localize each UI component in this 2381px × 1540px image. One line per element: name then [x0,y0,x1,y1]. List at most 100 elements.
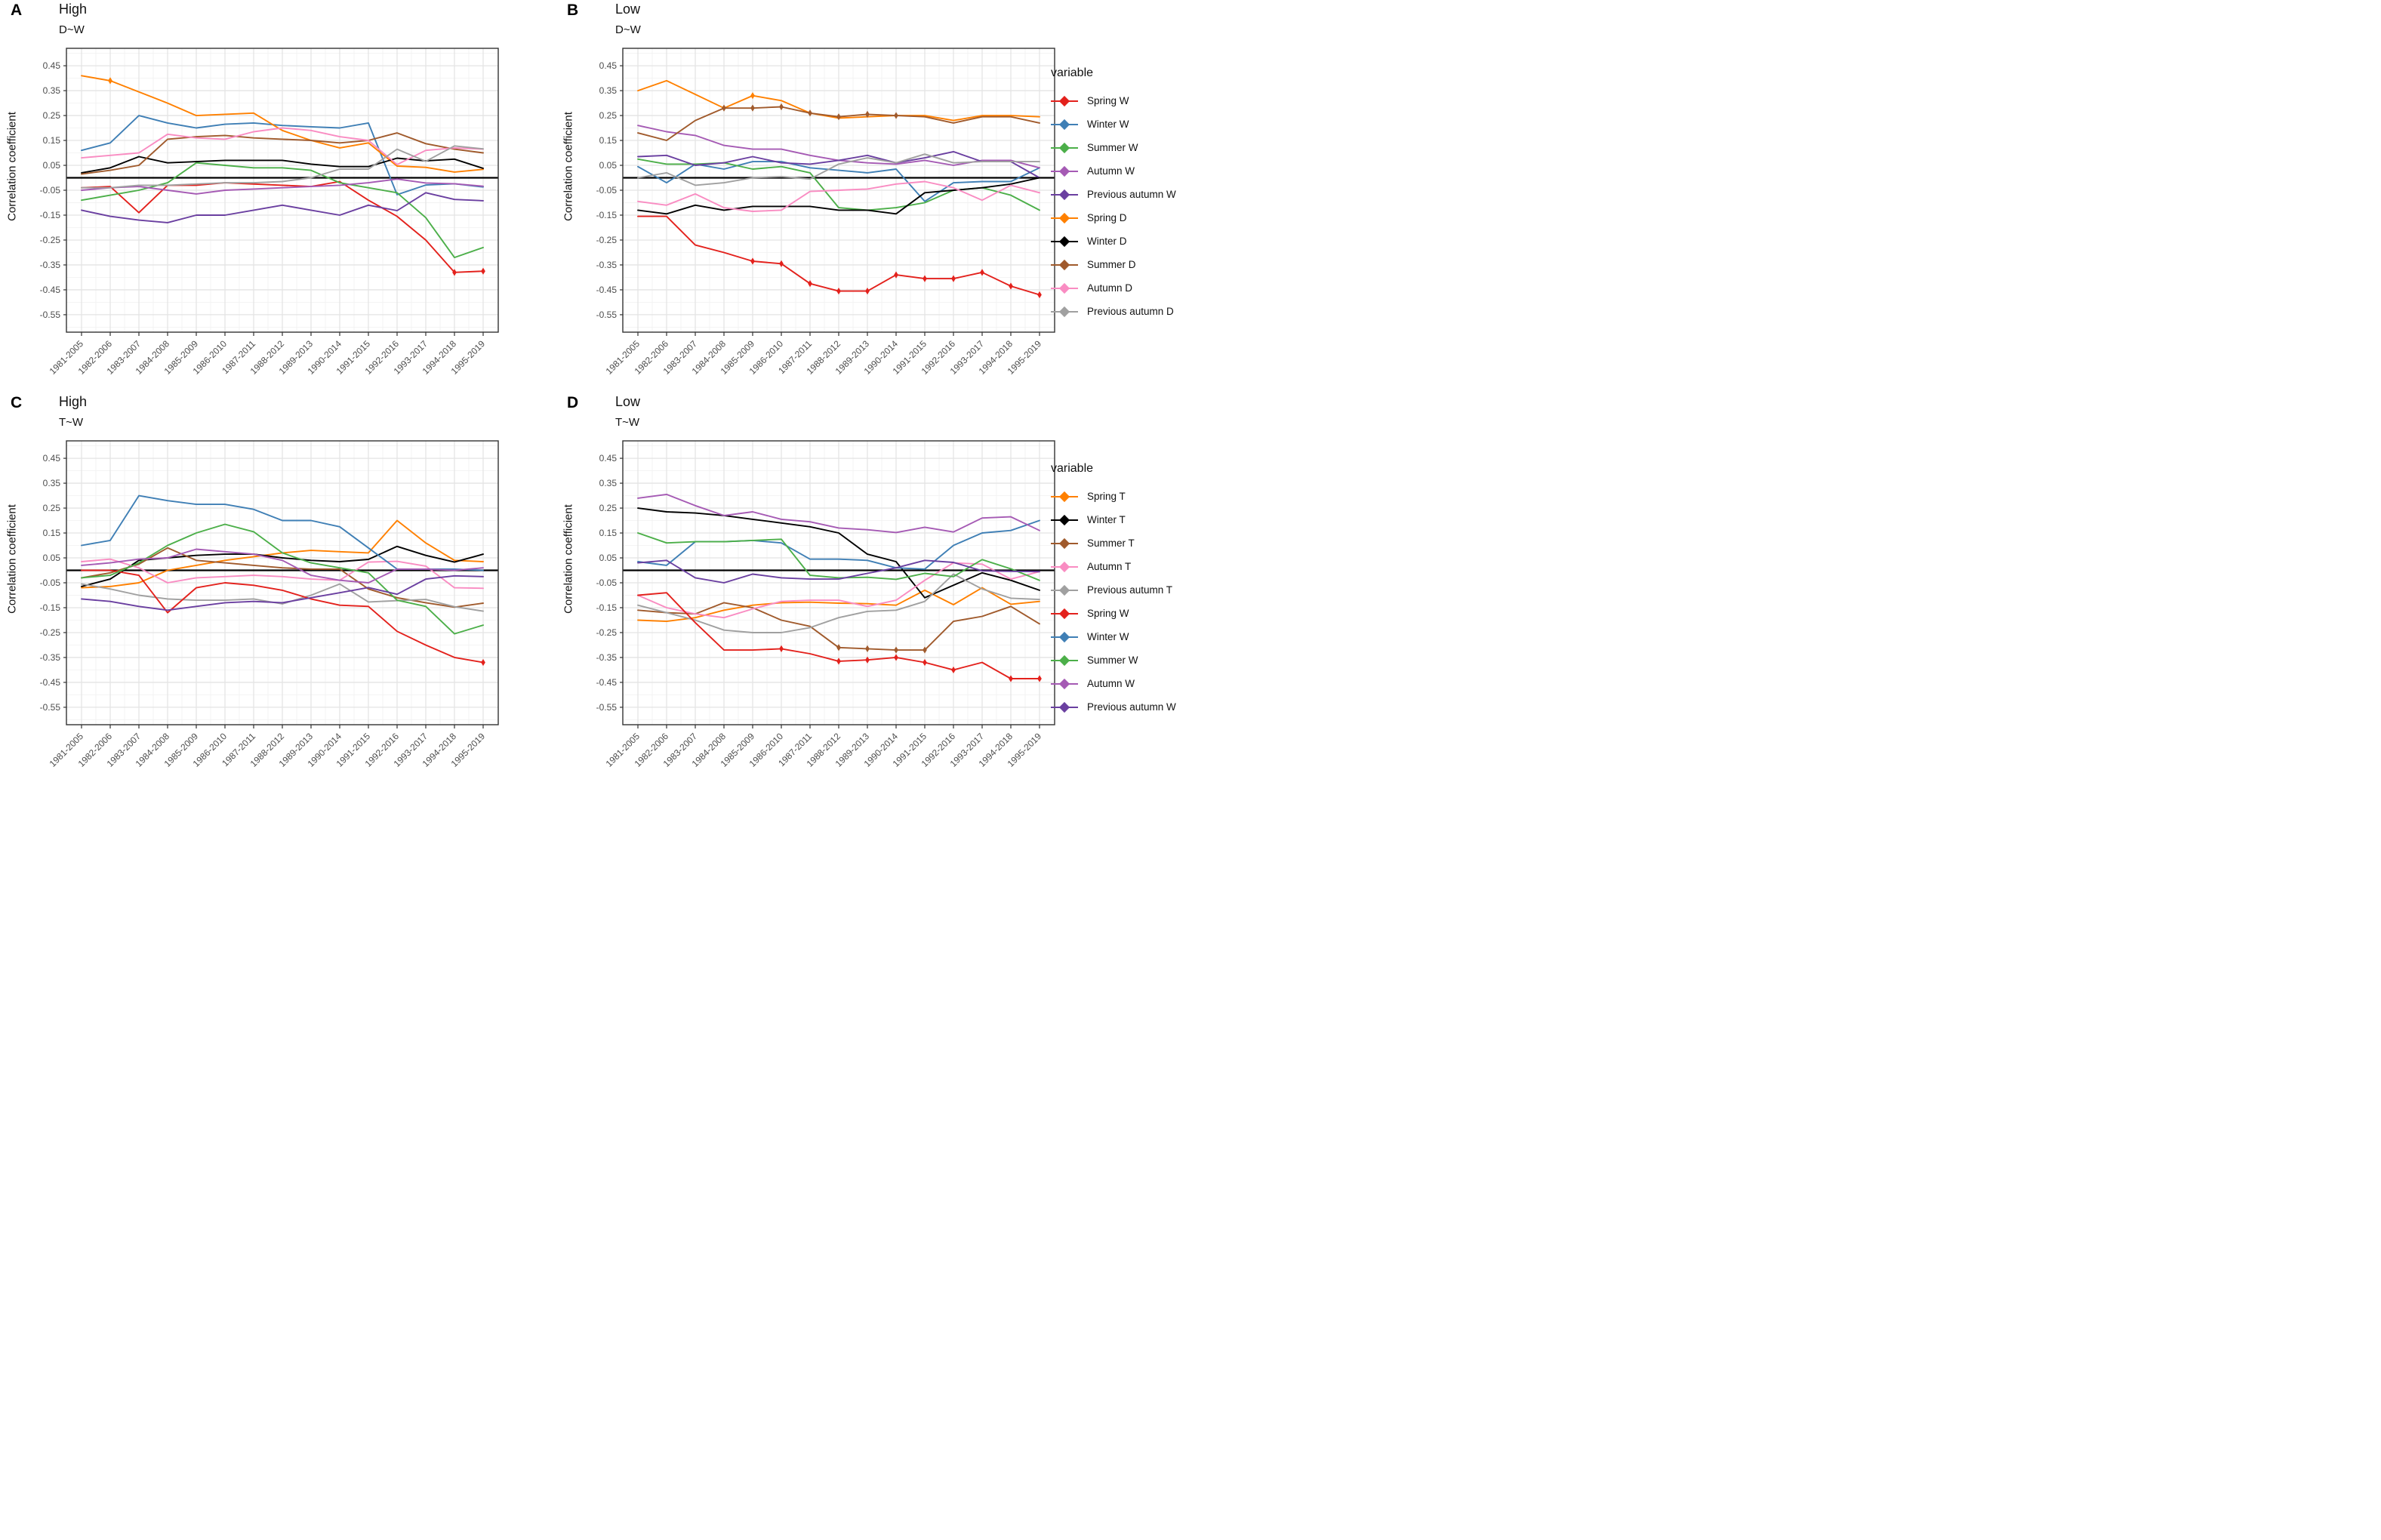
y-tick-label: -0.55 [596,310,618,320]
panel-a: A High D~W Correlation coefficient 0.45 0… [6,2,527,383]
panel-c-chart: 0.45 0.35 0.25 0.15 0.05 -0.05 -0.15 -0.25 -0.35… [40,440,499,769]
legend-tw-title: variable [1051,462,1094,475]
series-line-summer-w [637,532,1040,581]
series-marker [108,77,112,85]
y-tick-label: 0.15 [599,135,618,146]
y-tick-label: -0.15 [40,602,61,613]
series-line-spring-w [81,180,484,273]
y-tick-label: -0.15 [40,210,61,220]
legend-label: Summer W [1087,654,1138,666]
legend-label: Winter T [1087,514,1126,525]
series-marker [808,280,812,288]
y-tick-label: -0.25 [40,627,61,638]
panel-a-letter: A [11,2,23,19]
y-tick-label: 0.25 [43,110,61,121]
legend-label: Summer T [1087,537,1135,549]
series-marker [1037,291,1042,299]
y-tick-label: -0.05 [596,185,618,196]
series-marker [836,644,841,651]
series-line-previous-autumn-d [637,153,1040,186]
series-marker [836,287,841,295]
series-line-previous-autumn-w [637,559,1040,584]
series-line-summer-w [81,523,484,635]
legend-key-icon [1051,491,1078,502]
legend-label: Autumn T [1087,561,1132,572]
series-marker [1009,675,1013,682]
series-marker [894,646,898,654]
series-marker [923,658,927,667]
legend-key-icon [1051,189,1078,200]
legend-item-spring-w: Spring W [1051,89,1187,112]
gridlines [623,441,1055,725]
legend-dw-title: variable [1051,66,1094,79]
plot-area [622,48,1055,333]
panel-c-subtitle: T~W [59,416,84,429]
series-marker [865,645,870,653]
legend-key-icon [1051,678,1078,689]
y-tick-label: -0.35 [40,260,61,270]
series-line-autumn-t [81,558,484,590]
series-marker [452,269,457,276]
series-marker [1037,675,1042,682]
legend-item-autumn-w: Autumn W [1051,159,1187,183]
y-tick-label: -0.05 [40,185,61,196]
series-marker [836,658,841,665]
legend-label: Previous autumn W [1087,701,1176,713]
legend-key-icon [1051,608,1078,619]
legend-key-icon [1051,142,1078,153]
series-line-winter-d [637,177,1040,215]
legend-label: Spring W [1087,608,1129,619]
legend-item-winter-w: Winter W [1051,625,1187,648]
legend-label: Spring D [1087,212,1127,223]
series-marker [894,654,898,661]
series-marker [836,113,841,121]
panel-a-header: A High D~W [6,2,527,45]
legend-label: Autumn D [1087,282,1133,294]
legend-item-previous-autumn-d: Previous autumn D [1051,300,1187,323]
legend-dw: variable Spring W Winter W Summer W Autumn … [1051,66,1187,323]
panel-c-letter: C [11,394,23,411]
series-marker [808,109,812,117]
legend-key-icon [1051,259,1078,270]
panel-d-title: Low [615,394,641,409]
y-tick-label: -0.55 [40,310,61,320]
legend-item-winter-d: Winter D [1051,229,1187,253]
legend-label: Winter W [1087,119,1129,130]
legend-label: Winter D [1087,236,1127,247]
plot-area [622,440,1055,725]
legend-label: Spring T [1087,491,1126,502]
legend-item-summer-d: Summer D [1051,253,1187,276]
panel-d-subtitle: T~W [615,416,640,429]
panel-a-title: High [59,2,88,17]
legend-key-icon [1051,631,1078,642]
series-marker [894,112,898,119]
legend-key-icon [1051,119,1078,130]
legend-item-autumn-t: Autumn T [1051,555,1187,578]
y-tick-label: 0.15 [43,135,61,146]
y-tick-label: -0.55 [40,702,61,713]
y-tick-label: -0.35 [596,652,618,663]
series-line-previous-autumn-t [81,583,484,612]
y-tick-label: 0.05 [599,553,618,563]
y-tick-label: 0.05 [43,553,61,563]
y-tick-label: 0.15 [599,528,618,538]
series-marker [894,271,898,279]
y-tick-label: 0.05 [43,160,61,171]
series-marker [865,656,870,664]
legend-item-summer-t: Summer T [1051,531,1187,555]
panel-c: C High T~W Correlation coefficient 0.45 0… [6,394,527,775]
series-marker [923,646,927,654]
panel-b-subtitle: D~W [615,23,641,36]
y-tick-label: -0.15 [596,210,618,220]
series-line-previous-autumn-w [81,574,484,611]
legend-label: Autumn W [1087,165,1135,177]
series-line-winter-w [81,115,484,196]
series-line-autumn-d [637,180,1040,212]
series-line-autumn-w [81,548,484,584]
y-tick-label: -0.25 [596,627,618,638]
panel-d-chart: 0.45 0.35 0.25 0.15 0.05 -0.05 -0.15 -0.25 -0.35… [596,440,1055,769]
y-tick-label: -0.45 [596,285,618,295]
legend-item-previous-autumn-w: Previous autumn W [1051,183,1187,206]
y-tick-label: 0.45 [43,60,61,71]
panel-a-subtitle: D~W [59,23,85,36]
